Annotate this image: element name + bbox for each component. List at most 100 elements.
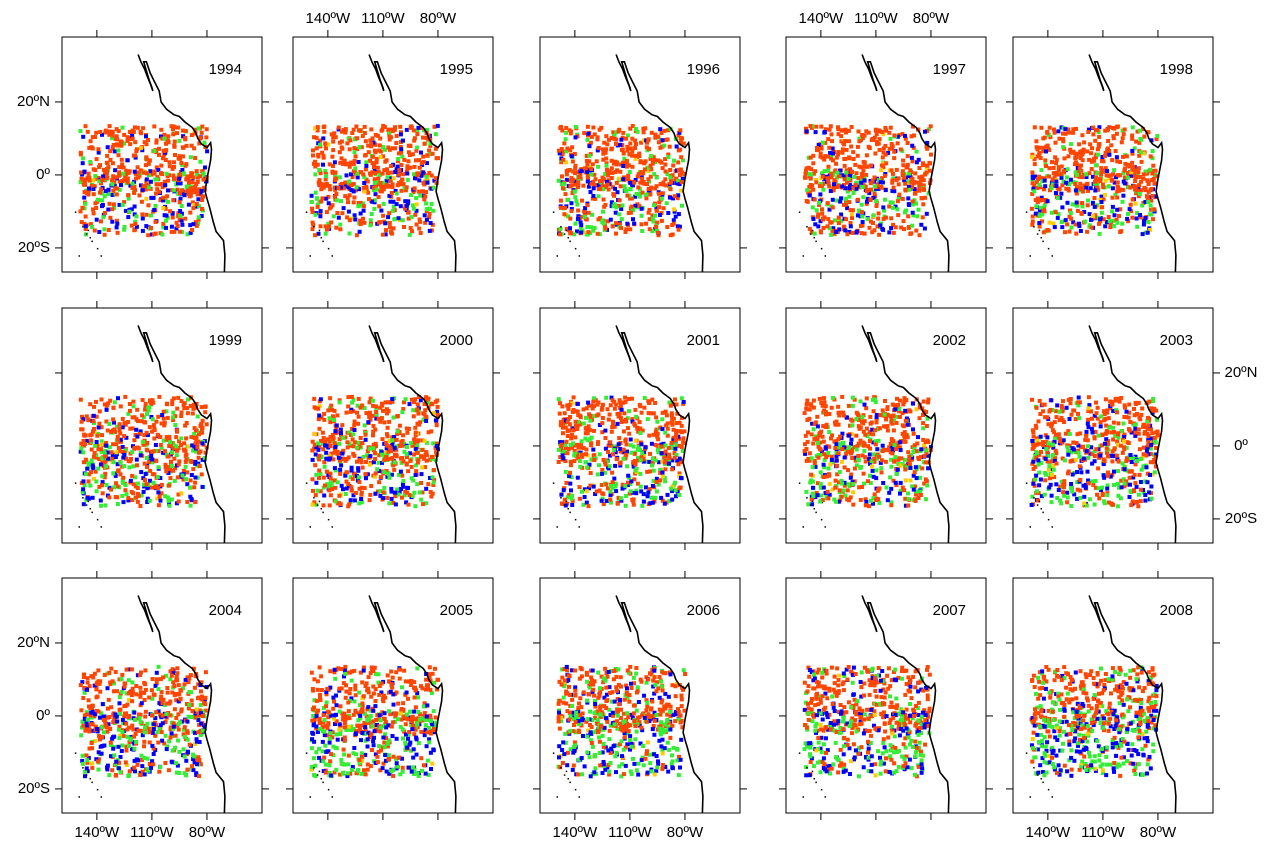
- catch-cell: [677, 148, 681, 152]
- catch-cell: [135, 408, 139, 412]
- catch-cell: [105, 408, 109, 412]
- catch-cell: [318, 214, 322, 218]
- catch-cell: [349, 410, 353, 414]
- catch-cell: [165, 214, 169, 218]
- catch-cell: [405, 486, 409, 490]
- catch-cell: [1147, 220, 1151, 224]
- catch-cell: [322, 503, 326, 507]
- catch-cell: [619, 226, 623, 230]
- catch-cell: [837, 221, 841, 225]
- catch-cell: [1112, 168, 1116, 172]
- catch-cell: [826, 137, 830, 141]
- catch-cell: [89, 470, 93, 474]
- catch-cell: [649, 154, 653, 158]
- catch-cell: [646, 138, 650, 142]
- island: [799, 211, 801, 213]
- catch-cell: [1086, 203, 1090, 207]
- catch-cell: [884, 129, 888, 133]
- catch-cell: [347, 180, 351, 184]
- catch-cell: [402, 158, 406, 162]
- catch-cell: [134, 149, 138, 153]
- catch-cell: [563, 411, 567, 415]
- catch-cell: [642, 130, 646, 134]
- catch-cell: [364, 160, 368, 164]
- catch-cell: [813, 169, 817, 173]
- catch-cell: [853, 163, 857, 167]
- catch-cell: [1103, 193, 1107, 197]
- catch-cell: [423, 142, 427, 146]
- catch-cell: [405, 445, 409, 449]
- catch-cell: [131, 464, 135, 468]
- catch-cell: [654, 415, 658, 419]
- catch-cell: [177, 139, 181, 143]
- catch-cell: [1057, 137, 1061, 141]
- catch-cell: [649, 164, 653, 168]
- catch-cell: [392, 226, 396, 230]
- catch-cell: [1054, 161, 1058, 165]
- catch-cell: [122, 500, 126, 504]
- catch-cell: [610, 471, 614, 475]
- catch-cell: [338, 141, 342, 145]
- catch-cell: [826, 169, 830, 173]
- catch-cell: [155, 182, 159, 186]
- catch-cell: [116, 231, 120, 235]
- catch-cell: [201, 485, 205, 489]
- catch-cell: [574, 420, 578, 424]
- island: [313, 226, 315, 228]
- catch-cell: [1137, 183, 1141, 187]
- catch-cell: [85, 191, 89, 195]
- catch-cell: [573, 190, 577, 194]
- x-tick-label: 140ºW: [799, 10, 845, 27]
- catch-cell: [200, 431, 204, 435]
- catch-cell: [892, 156, 896, 160]
- catch-cell: [1097, 135, 1101, 139]
- catch-cell: [1098, 179, 1102, 183]
- catch-cell: [325, 210, 329, 214]
- catch-cell: [362, 186, 366, 190]
- catch-cell: [825, 176, 829, 180]
- catch-cell: [372, 424, 376, 428]
- catch-cell: [130, 450, 134, 454]
- catch-cell: [200, 125, 204, 129]
- x-tick-label: 80ºW: [913, 10, 950, 27]
- catch-cell: [1111, 186, 1115, 190]
- catch-cell: [1112, 224, 1116, 228]
- catch-cell: [1100, 211, 1104, 215]
- catch-cell: [143, 421, 147, 425]
- catch-cell: [387, 211, 391, 215]
- catch-cell: [1079, 211, 1083, 215]
- catch-cell: [133, 154, 137, 158]
- catch-cell: [195, 445, 199, 449]
- catch-cell: [364, 167, 368, 171]
- catch-cell: [92, 455, 96, 459]
- catch-cell: [364, 476, 368, 480]
- catch-cell: [416, 403, 420, 407]
- catch-cell: [1114, 149, 1118, 153]
- catch-cell: [167, 454, 171, 458]
- catch-cell: [821, 141, 825, 145]
- catch-cell: [597, 401, 601, 405]
- catch-cell: [568, 226, 572, 230]
- catch-cell: [382, 490, 386, 494]
- catch-cell: [430, 402, 434, 406]
- catch-cell: [355, 411, 359, 415]
- catch-cell: [1121, 188, 1125, 192]
- catch-cell: [416, 461, 420, 465]
- catch-cell: [339, 502, 343, 506]
- catch-cell: [643, 126, 647, 130]
- catch-cell: [333, 466, 337, 470]
- catch-cell: [117, 174, 121, 178]
- catch-cell: [387, 501, 391, 505]
- catch-cell: [344, 130, 348, 134]
- island: [821, 248, 823, 250]
- catch-cell: [179, 436, 183, 440]
- catch-cell: [855, 171, 859, 175]
- catch-cell: [381, 437, 385, 441]
- catch-cell: [1050, 160, 1054, 164]
- catch-cell: [1067, 189, 1071, 193]
- catch-cell: [378, 143, 382, 147]
- catch-cell: [570, 433, 574, 437]
- catch-cell: [93, 174, 97, 178]
- catch-cell: [175, 407, 179, 411]
- catch-cell: [364, 460, 368, 464]
